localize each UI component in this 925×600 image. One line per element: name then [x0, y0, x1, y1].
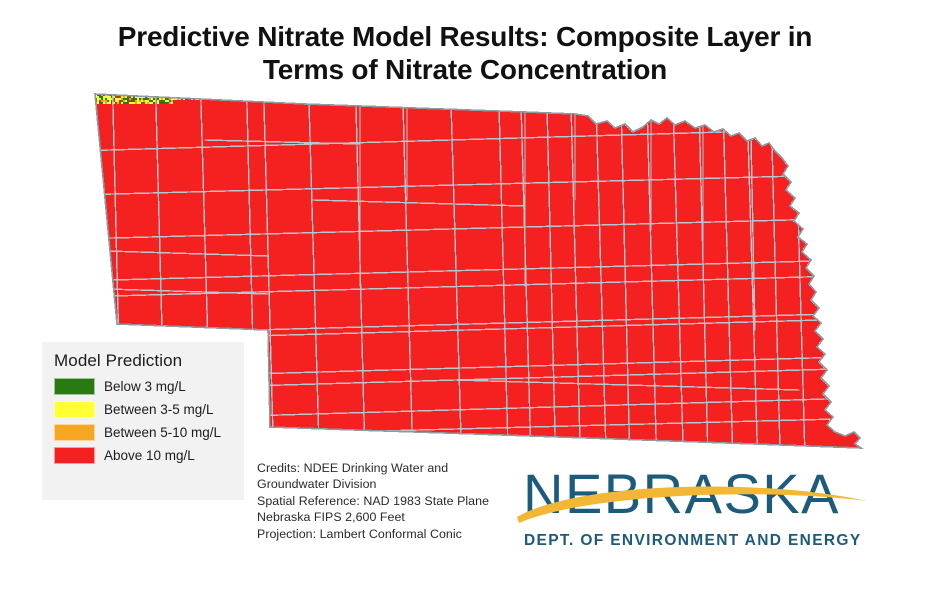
legend-swatch-yellow	[54, 401, 95, 418]
legend-label-5-10: Between 5-10 mg/L	[104, 424, 222, 440]
raster-class-3	[97, 94, 859, 448]
legend-label-above-10: Above 10 mg/L	[104, 447, 195, 463]
legend-panel: Model Prediction Below 3 mg/L Between 3-…	[42, 342, 244, 500]
legend-swatch-green	[54, 378, 95, 395]
logo-swoosh	[517, 486, 867, 523]
state-outline	[94, 93, 864, 449]
nebraska-dee-logo: NEBRASKA DEPT. OF ENVIRONMENT AND ENERGY	[505, 455, 875, 560]
legend-swatch-red	[54, 447, 95, 464]
raster-class-0	[95, 94, 195, 104]
nitrate-map	[55, 80, 875, 460]
legend-item-3-5: Between 3-5 mg/L	[54, 398, 244, 421]
page-title: Predictive Nitrate Model Results: Compos…	[117, 21, 813, 85]
credits-text: Credits: NDEE Drinking Water and Groundw…	[257, 461, 490, 541]
legend-label-3-5: Between 3-5 mg/L	[104, 401, 214, 417]
county-boundary-layer	[95, 94, 861, 448]
county-lines	[95, 94, 861, 448]
legend-title: Model Prediction	[54, 351, 183, 370]
legend-swatch-orange	[54, 424, 95, 441]
legend-label-below-3: Below 3 mg/L	[104, 378, 186, 394]
raster-class-2	[95, 94, 179, 104]
legend-item-above-10: Above 10 mg/L	[54, 444, 244, 467]
logo-canvas: NEBRASKA DEPT. OF ENVIRONMENT AND ENERGY	[517, 462, 867, 549]
map-canvas	[94, 93, 864, 449]
logo-tagline: DEPT. OF ENVIRONMENT AND ENERGY	[524, 532, 862, 549]
legend-item-5-10: Between 5-10 mg/L	[54, 421, 244, 444]
legend-item-below-3: Below 3 mg/L	[54, 375, 244, 398]
nitrate-raster-layer	[95, 94, 859, 448]
